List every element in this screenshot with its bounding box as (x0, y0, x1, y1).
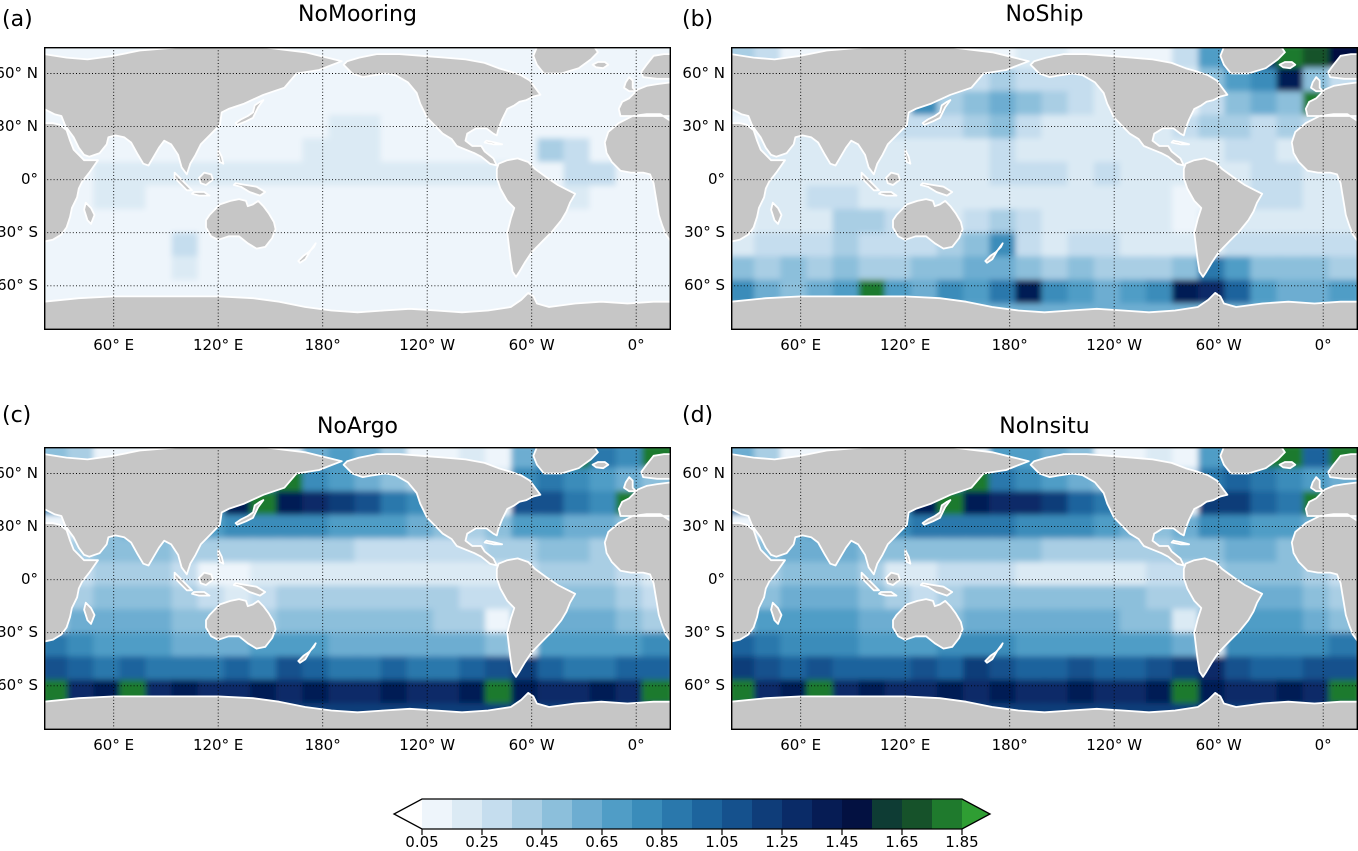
xtick-a-0: 60° E (93, 336, 135, 354)
ytick-a-0: 60° N (0, 63, 38, 82)
map-frame (731, 447, 1358, 730)
xtick-b-5: 0° (1314, 336, 1332, 354)
ytick-a-4: 60° S (0, 275, 38, 294)
xtick-c-3: 120° W (399, 736, 456, 754)
ytick-c-4: 60° S (0, 675, 38, 694)
colorbar-tick-label-8: 1.65 (885, 833, 919, 851)
map-panel-d (731, 447, 1358, 730)
graticule (44, 447, 671, 730)
xtick-c-1: 120° E (192, 736, 244, 754)
panel-title-c: NoArgo (316, 414, 399, 439)
ytick-c-3: 30° S (0, 622, 38, 641)
ytick-b-2: 0° (707, 169, 725, 188)
ytick-d-3: 30° S (684, 622, 725, 641)
graticule (731, 47, 1358, 330)
xtick-d-2: 180° (991, 736, 1028, 754)
colorbar-tick-label-9: 1.85 (945, 833, 979, 851)
xtick-a-2: 180° (304, 336, 341, 354)
xtick-b-3: 120° W (1086, 336, 1143, 354)
ytick-c-0: 60° N (0, 463, 38, 482)
ytick-b-4: 60° S (684, 275, 725, 294)
colorbar-under-arrow (394, 799, 422, 829)
map-frame (44, 47, 671, 330)
ytick-d-0: 60° N (682, 463, 725, 482)
panel-letter-a: (a) (2, 7, 33, 32)
panel-title-b: NoShip (1005, 2, 1084, 27)
colorbar-tick-label-6: 1.25 (765, 833, 799, 851)
xtick-d-3: 120° W (1086, 736, 1143, 754)
ytick-b-3: 30° S (684, 222, 725, 241)
map-panel-b (731, 47, 1358, 330)
xtick-b-1: 120° E (879, 336, 931, 354)
map-frame (731, 47, 1358, 330)
panel-letter-d: (d) (682, 403, 714, 428)
xtick-b-4: 60° W (1195, 336, 1242, 354)
ytick-c-2: 0° (20, 569, 38, 588)
ytick-c-1: 30° N (0, 516, 38, 535)
xtick-a-4: 60° W (508, 336, 555, 354)
xtick-d-5: 0° (1314, 736, 1332, 754)
panel-title-a: NoMooring (298, 2, 417, 27)
ytick-a-1: 30° N (0, 116, 38, 135)
colorbar (392, 798, 992, 835)
ytick-a-2: 0° (20, 169, 38, 188)
ytick-d-2: 0° (707, 569, 725, 588)
land-masses (44, 47, 671, 330)
panel-letter-b: (b) (682, 7, 714, 32)
panel-title-d: NoInsitu (999, 414, 1090, 439)
colorbar-tick-label-5: 1.05 (705, 833, 739, 851)
colorbar-segments (422, 799, 963, 829)
ytick-d-1: 30° N (682, 516, 725, 535)
graticule (44, 47, 671, 330)
colorbar-tick-label-0: 0.05 (405, 833, 439, 851)
colorbar-tick-label-2: 0.45 (525, 833, 559, 851)
colorbar-tick-label-3: 0.65 (585, 833, 619, 851)
ytick-b-0: 60° N (682, 63, 725, 82)
ytick-a-3: 30° S (0, 222, 38, 241)
xtick-c-5: 0° (627, 736, 645, 754)
xtick-a-1: 120° E (192, 336, 244, 354)
xtick-a-5: 0° (627, 336, 645, 354)
map-frame (44, 447, 671, 730)
xtick-c-0: 60° E (93, 736, 135, 754)
xtick-a-3: 120° W (399, 336, 456, 354)
xtick-d-0: 60° E (780, 736, 822, 754)
panel-letter-c: (c) (2, 403, 32, 428)
map-panel-a (44, 47, 671, 330)
ytick-b-1: 30° N (682, 116, 725, 135)
colorbar-over-arrow (962, 799, 990, 829)
xtick-b-2: 180° (991, 336, 1028, 354)
xtick-c-4: 60° W (508, 736, 555, 754)
xtick-d-1: 120° E (879, 736, 931, 754)
xtick-c-2: 180° (304, 736, 341, 754)
colorbar-tick-label-7: 1.45 (825, 833, 859, 851)
colorbar-ticks (421, 829, 963, 835)
xtick-b-0: 60° E (780, 336, 822, 354)
xtick-d-4: 60° W (1195, 736, 1242, 754)
ytick-d-4: 60° S (684, 675, 725, 694)
map-panel-c (44, 447, 671, 730)
graticule (731, 447, 1358, 730)
colorbar-tick-label-1: 0.25 (465, 833, 499, 851)
colorbar-tick-label-4: 0.85 (645, 833, 679, 851)
